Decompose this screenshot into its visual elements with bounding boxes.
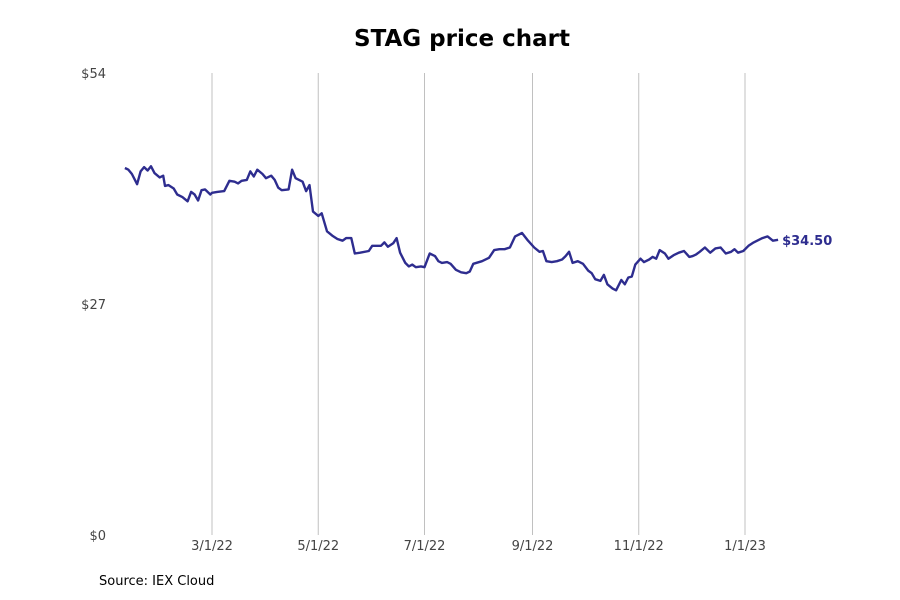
x-tick-label: 7/1/22	[404, 539, 446, 554]
gridlines	[211, 73, 746, 535]
y-tick-label: $54	[81, 67, 106, 82]
x-axis-ticks: 3/1/22 5/1/22 7/1/22 9/1/22 11/1/22 1/1/23	[191, 539, 766, 554]
x-tick-label: 1/1/23	[724, 539, 766, 554]
y-tick-label: $27	[81, 298, 106, 313]
x-tick-label: 11/1/22	[614, 539, 664, 554]
source-note: Source: IEX Cloud	[99, 574, 215, 589]
y-axis-ticks: $0 $27 $54	[81, 67, 106, 544]
x-tick-label: 5/1/22	[297, 539, 339, 554]
series-line	[124, 165, 779, 292]
last-price-label: $34.50	[782, 234, 832, 249]
y-tick-label: $0	[89, 529, 106, 544]
chart-title: STAG price chart	[354, 26, 570, 52]
x-tick-label: 9/1/22	[512, 539, 554, 554]
x-tick-label: 3/1/22	[191, 539, 233, 554]
